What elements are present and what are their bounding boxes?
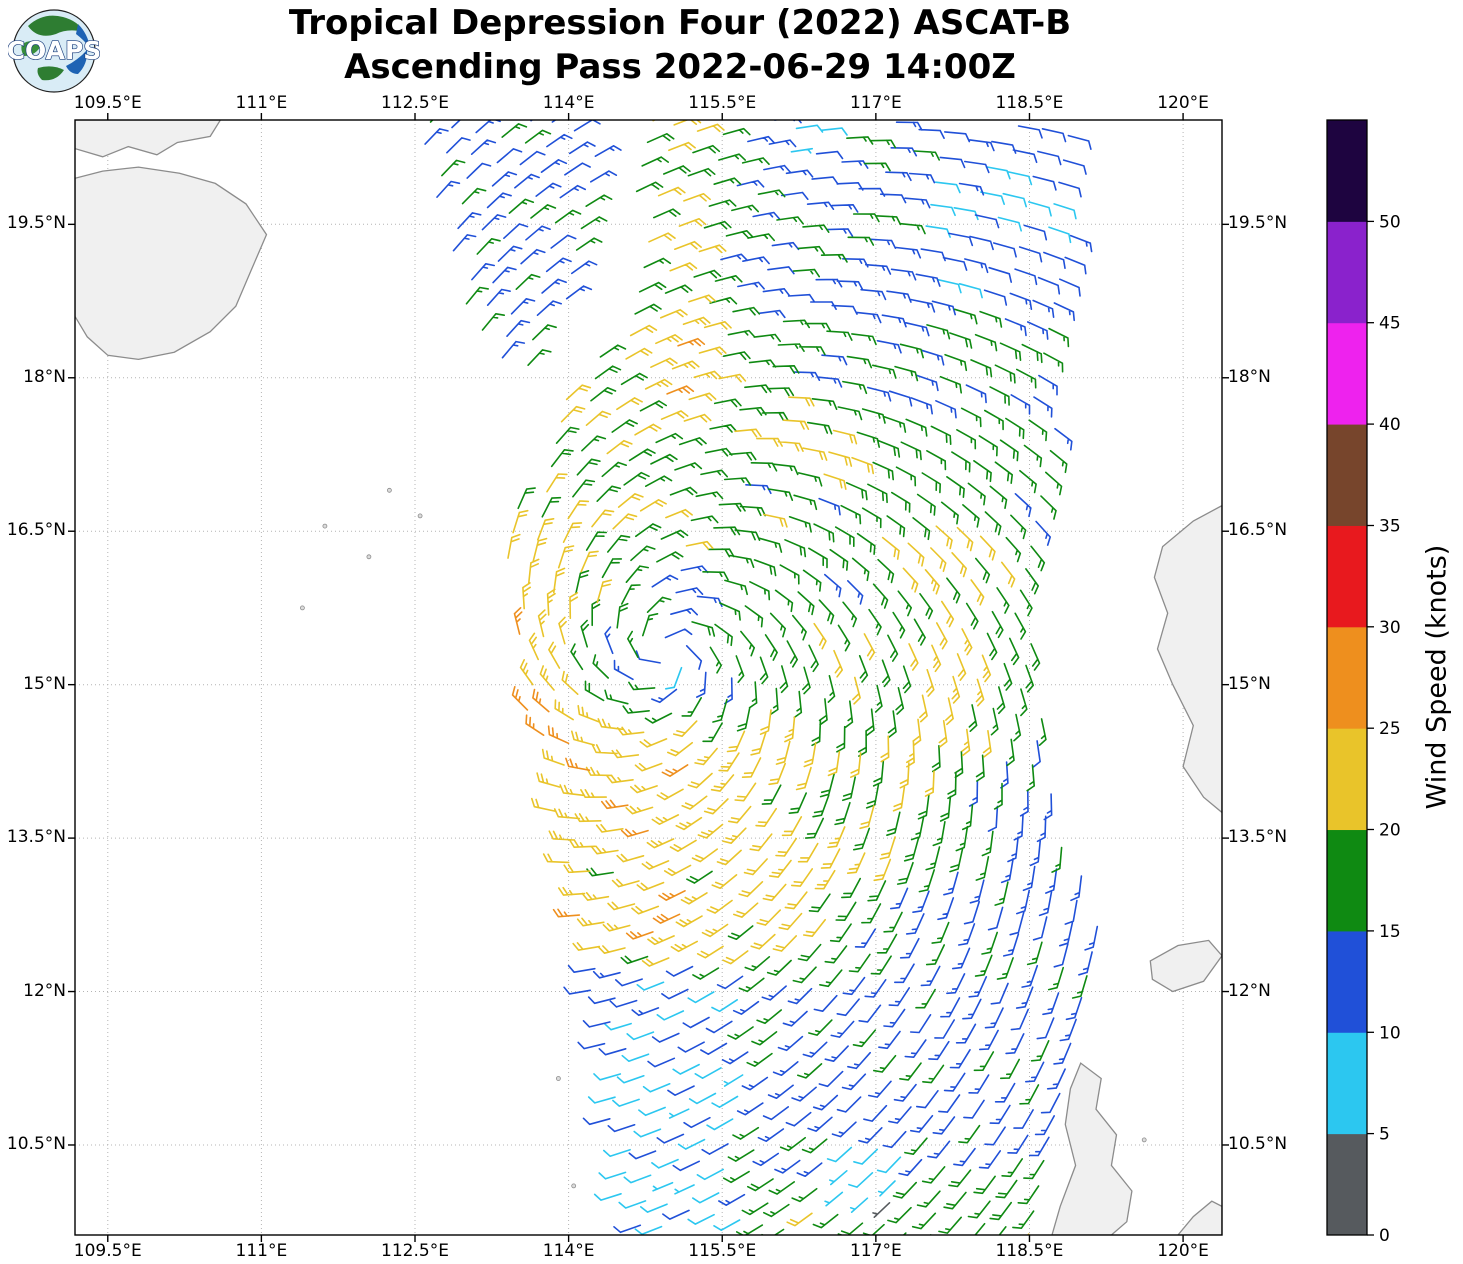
- chart-title-block: Tropical Depression Four (2022) ASCAT-B …: [110, 2, 1250, 89]
- y-tick-label-left: 16.5°N: [6, 520, 66, 541]
- colorbar-tick-label: 50: [1379, 212, 1401, 232]
- x-tick-label-top: 114°E: [542, 93, 595, 113]
- coaps-logo-text: COAPS: [8, 36, 100, 65]
- colorbar-tick-label: 0: [1379, 1226, 1390, 1246]
- x-tick-label-top: 112.5°E: [381, 93, 449, 113]
- x-tick-label-top: 117°E: [849, 93, 902, 113]
- wind-barbs-bin-25-30kt: [511, 337, 706, 940]
- x-tick-label-top: 118.5°E: [995, 93, 1064, 113]
- colorbar-tick-label: 20: [1379, 821, 1401, 841]
- y-tick-label-right: 18°N: [1228, 366, 1271, 387]
- colorbar-tick-label: 10: [1379, 1023, 1401, 1043]
- colorbar-tick-label: 40: [1379, 415, 1401, 435]
- y-tick-label-right: 16.5°N: [1228, 520, 1288, 541]
- y-tick-label-left: 18°N: [23, 366, 66, 387]
- landmass-palawan-north: [1051, 1062, 1133, 1235]
- colorbar: 0 5 10 15 20 25 30 35 40 45 50: [1326, 119, 1401, 1246]
- colorbar-tick-label: 45: [1379, 314, 1401, 334]
- coaps-globe-icon: COAPS: [6, 9, 102, 93]
- x-tick-label-top: 111°E: [235, 93, 288, 113]
- chart-title: Tropical Depression Four (2022) ASCAT-B: [288, 3, 1072, 43]
- y-tick-label-right: 10.5°N: [1228, 1133, 1288, 1154]
- x-tick-label-bottom: 117°E: [849, 1241, 902, 1261]
- landmass-busuanga-island: [1149, 939, 1222, 993]
- y-tick-label-left: 13.5°N: [6, 827, 66, 848]
- colorbar-tick-label: 5: [1379, 1125, 1390, 1145]
- x-tick-label-bottom: 115.5°E: [688, 1241, 757, 1261]
- landmass-hainan-island: [75, 166, 268, 361]
- x-tick-label-bottom: 114°E: [542, 1241, 595, 1261]
- x-tick-label-top: 115.5°E: [688, 93, 757, 113]
- landmass-mainland-china-leizhou: [75, 120, 222, 158]
- x-tick-label-top: 120°E: [1157, 93, 1209, 113]
- colorbar-label: Wind Speed (knots): [1421, 544, 1453, 810]
- y-tick-label-left: 15°N: [23, 673, 66, 694]
- wind-barbs-bin-5-10kt: [587, 124, 1077, 1235]
- y-tick-label-left: 10.5°N: [6, 1133, 66, 1154]
- colorbar-tick-label: 30: [1379, 618, 1401, 638]
- y-tick-label-right: 19.5°N: [1228, 213, 1288, 234]
- x-tick-label-bottom: 111°E: [235, 1241, 288, 1261]
- colorbar-tick-label: 35: [1379, 517, 1401, 537]
- coaps-logo: COAPS: [6, 4, 102, 96]
- x-tick-label-top: 109.5°E: [73, 93, 142, 113]
- landmass-island-corner-se: [1177, 1200, 1222, 1235]
- y-tick-label-right: 12°N: [1228, 980, 1271, 1001]
- chart-subtitle: Ascending Pass 2022-06-29 14:00Z: [344, 46, 1016, 87]
- x-tick-label-bottom: 109.5°E: [73, 1241, 142, 1261]
- landmass-luzon-west-coast: [1153, 504, 1222, 814]
- x-tick-label-bottom: 120°E: [1157, 1241, 1209, 1261]
- y-tick-label-right: 13.5°N: [1228, 827, 1288, 848]
- y-tick-label-left: 19.5°N: [6, 213, 66, 234]
- colorbar-tick-label: 15: [1379, 922, 1401, 942]
- map-plot-area: [75, 120, 1222, 1235]
- colorbar-tick-label: 25: [1379, 719, 1401, 739]
- y-tick-label-left: 12°N: [23, 980, 66, 1001]
- x-tick-label-bottom: 112.5°E: [381, 1241, 449, 1261]
- x-tick-label-bottom: 118.5°E: [995, 1241, 1064, 1261]
- y-tick-label-right: 15°N: [1228, 673, 1271, 694]
